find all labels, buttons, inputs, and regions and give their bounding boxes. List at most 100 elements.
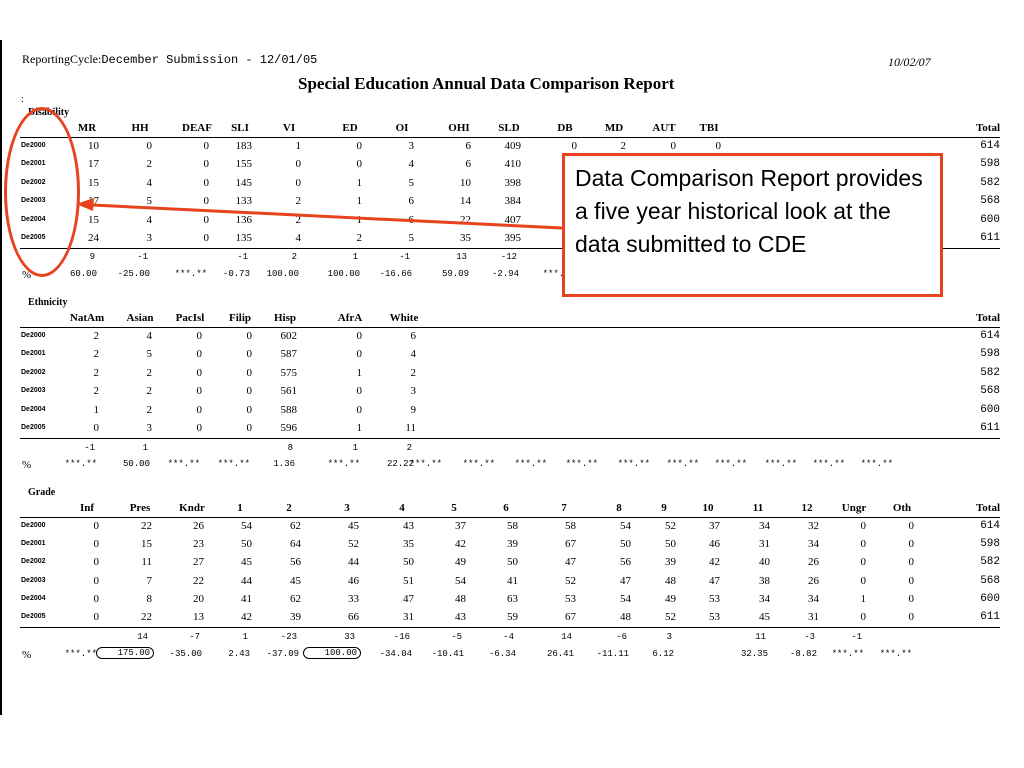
grade-pct-value: ***.** (879, 649, 912, 659)
disability-table-cell: 1 (356, 195, 363, 208)
grade-table-cell: 34 (808, 538, 819, 551)
grade-table-cell: 20 (193, 592, 204, 605)
ethnicity-pct-extra-value: ***.** (714, 459, 747, 469)
ethnicity-table-cell: 0 (196, 403, 203, 416)
disability-table-cell: 10 (88, 140, 99, 152)
disability-table-cell: 135 (235, 232, 253, 244)
disability-table-cell: 0 (146, 140, 153, 152)
grade-column-header: 7 (561, 502, 567, 514)
disability-table-cell: 4 (146, 176, 153, 189)
grade-table-cell: 31 (403, 611, 414, 623)
disability-table-cell: 1 (356, 213, 363, 226)
disability-pct-value: ***.** (174, 269, 207, 279)
grade-table-cell: 62 (290, 520, 301, 532)
ethnicity-year-code: De2005 (21, 424, 46, 431)
ethnicity-table-cell: 0 (246, 403, 253, 416)
ethnicity-pct-value: 22.22 (386, 459, 414, 469)
grade-table-cell: 31 (759, 538, 770, 551)
ethnicity-pct-value: ***.** (64, 459, 97, 469)
grade-table-cell: 50 (507, 556, 518, 569)
grade-table-cell: 47 (403, 592, 414, 605)
grade-table-cell: 0 (93, 611, 100, 623)
ethnicity-pct-value: ***.** (327, 459, 360, 469)
grade-table-cell: 0 (860, 574, 867, 587)
grade-table-cell: 45 (290, 574, 301, 587)
disability-table-cell: 5 (146, 195, 153, 208)
grade-pct-value: 6.12 (652, 649, 674, 659)
ethnicity-table-cell: 0 (196, 385, 203, 398)
disability-column-header: OI (395, 122, 409, 134)
callout-box: Data Comparison Report provides a five y… (562, 153, 943, 297)
disability-pct-value: 59.09 (441, 269, 469, 279)
disability-pct-label: % (22, 269, 32, 281)
grade-table-cell: 0 (860, 538, 867, 551)
grade-table-cell: 64 (290, 538, 301, 551)
grade-table-cell: 52 (565, 574, 576, 587)
disability-column-header: OHI (448, 122, 470, 134)
grade-table-cell: 62 (290, 592, 301, 605)
grade-diff-value: -1 (851, 632, 862, 642)
disability-pct-value: -25.00 (117, 269, 150, 279)
ethnicity-row-total: 568 (980, 385, 1000, 398)
disability-column-header: MD (604, 122, 624, 134)
grade-row-total: 611 (980, 611, 1000, 623)
disability-table-cell: 15 (88, 213, 99, 226)
ethnicity-diff-value: 8 (287, 443, 293, 453)
grade-table-cell: 33 (348, 592, 359, 605)
ethnicity-header-rule (20, 327, 1000, 328)
grade-table-cell: 0 (908, 538, 915, 551)
disability-table-cell: 136 (235, 213, 253, 226)
disability-column-header: SLD (498, 122, 520, 134)
disability-pct-value: ***.** (542, 269, 575, 279)
grade-year-code: De2001 (21, 540, 46, 548)
grade-table-cell: 32 (808, 520, 819, 532)
ethnicity-table-cell: 2 (93, 330, 100, 342)
stray-mark: : (21, 94, 24, 105)
grade-table-cell: 54 (620, 592, 631, 605)
grade-column-header: 3 (344, 502, 350, 514)
grade-table-cell: 45 (759, 611, 770, 623)
grade-table-cell: 56 (290, 556, 301, 569)
reporting-cycle: ReportingCycle:December Submission - 12/… (22, 52, 317, 67)
ethnicity-column-header: Hisp (273, 312, 296, 324)
grade-table-cell: 52 (348, 538, 359, 551)
grade-table-cell: 8 (146, 592, 153, 605)
ethnicity-table-cell: 596 (280, 422, 298, 434)
disability-table-cell: 398 (504, 176, 522, 189)
disability-table-cell: 5 (408, 176, 415, 189)
disability-table-cell: 6 (465, 140, 472, 152)
disability-diff-value: 9 (89, 252, 95, 262)
ethnicity-table-cell: 3 (410, 385, 417, 398)
ethnicity-table-cell: 0 (356, 385, 363, 398)
grade-table-cell: 53 (709, 592, 720, 605)
ethnicity-pct-extra-value: ***.** (462, 459, 495, 469)
ethnicity-table-cell: 0 (246, 330, 253, 342)
disability-table-cell: 0 (670, 140, 677, 152)
grade-pct-value: 2.43 (228, 649, 250, 659)
grade-table-cell: 26 (808, 556, 819, 569)
grade-column-header: 5 (451, 502, 457, 514)
grade-table-cell: 49 (455, 556, 466, 569)
grade-total-header: Total (975, 502, 1000, 514)
disability-table-cell: 0 (203, 195, 210, 208)
grade-diff-value: 3 (666, 632, 672, 642)
disability-pct-value: -2.94 (491, 269, 519, 279)
disability-pct-value: -0.73 (222, 269, 250, 279)
ethnicity-diff-value: 2 (406, 443, 412, 453)
disability-diff-value: -12 (500, 252, 517, 262)
ethnicity-year-code: De2001 (21, 350, 46, 358)
grade-diff-value: -4 (503, 632, 514, 642)
grade-diff-value: -6 (616, 632, 627, 642)
ethnicity-table-cell: 1 (356, 366, 363, 379)
ethnicity-table-cell: 0 (196, 422, 203, 434)
ethnicity-table-cell: 587 (280, 348, 298, 361)
grade-pct-value: ***.** (831, 649, 864, 659)
grade-table-cell: 42 (709, 556, 720, 569)
grade-table-cell: 13 (193, 611, 204, 623)
disability-table-cell: 4 (146, 213, 153, 226)
grade-table-cell: 26 (808, 574, 819, 587)
grade-diff-value: 14 (561, 632, 572, 642)
ethnicity-pct-extra-value: ***.** (764, 459, 797, 469)
grade-table-cell: 67 (565, 538, 576, 551)
